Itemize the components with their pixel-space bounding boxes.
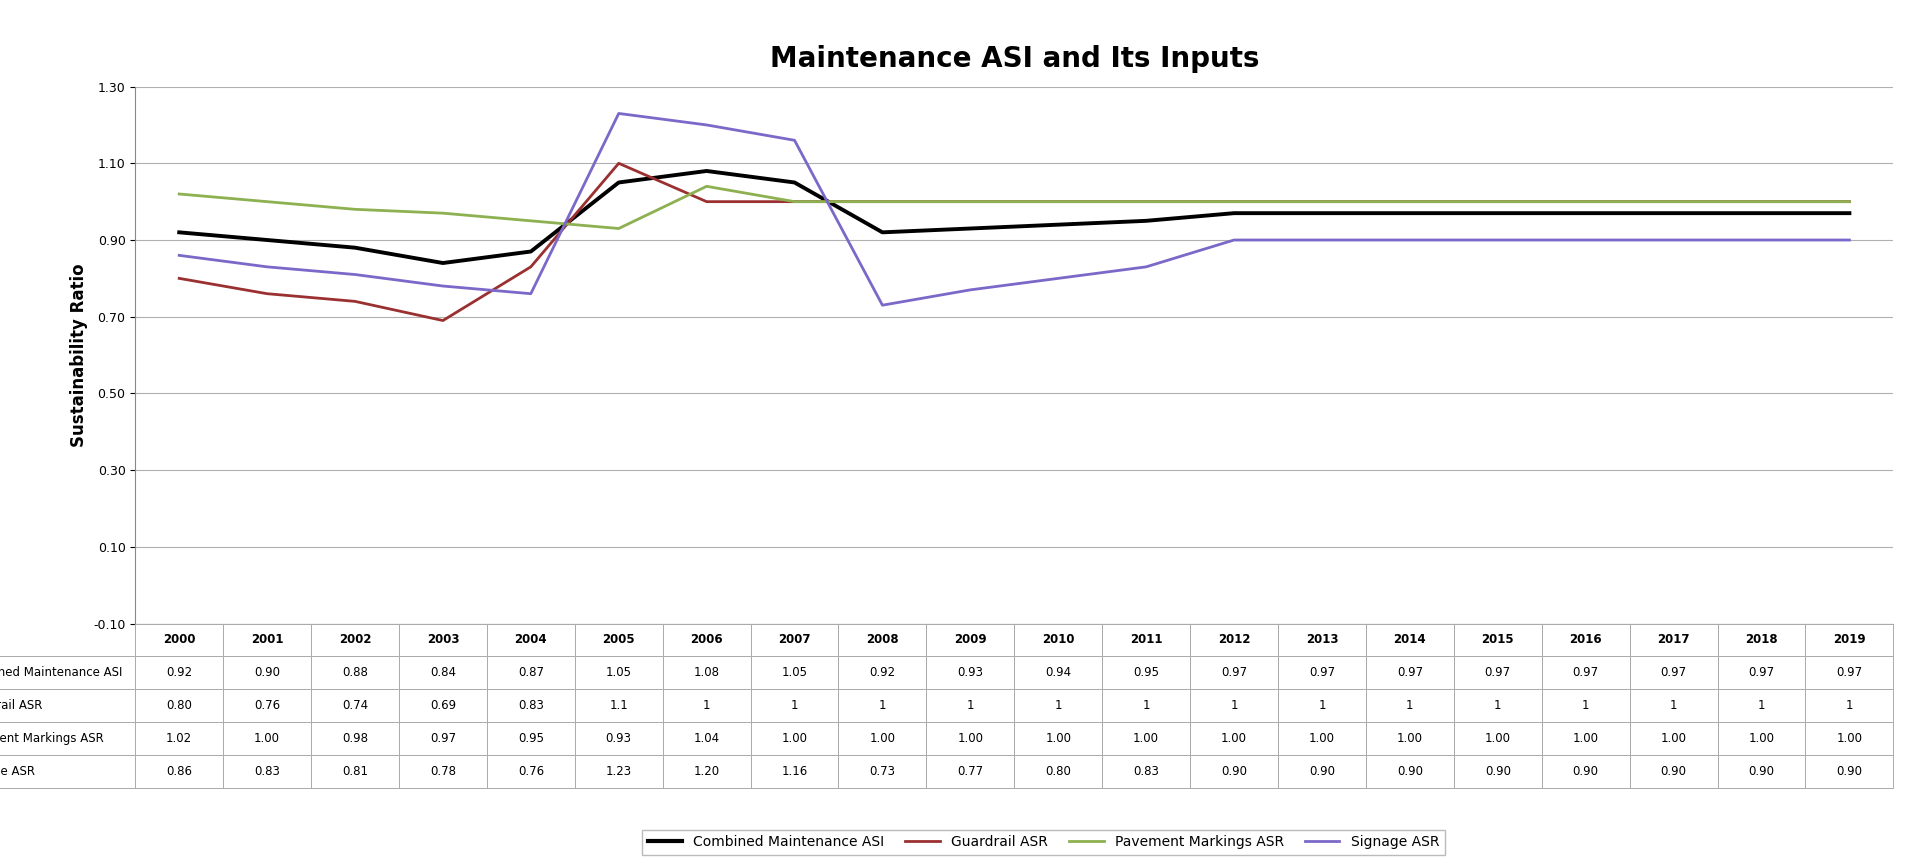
Guardrail ASR <box>782 197 806 207</box>
Pavement Markings ASR <box>255 197 278 207</box>
Pavement Markings ASR <box>1223 197 1246 207</box>
Pavement Markings ASR <box>344 204 367 215</box>
Combined Maintenance ASI <box>1310 208 1333 218</box>
Pavement Markings ASR <box>1750 197 1774 207</box>
Combined Maintenance ASI <box>1134 216 1157 226</box>
Combined Maintenance ASI <box>1223 208 1246 218</box>
Signage ASR <box>1223 235 1246 245</box>
Combined Maintenance ASI <box>696 165 719 176</box>
Legend: Combined Maintenance ASI, Guardrail ASR, Pavement Markings ASR, Signage ASR: Combined Maintenance ASI, Guardrail ASR,… <box>641 830 1445 855</box>
Combined Maintenance ASI <box>1399 208 1422 218</box>
Pavement Markings ASR <box>696 181 719 191</box>
Combined Maintenance ASI <box>782 178 806 188</box>
Guardrail ASR <box>344 296 367 307</box>
Guardrail ASR <box>431 315 454 326</box>
Guardrail ASR <box>958 197 981 207</box>
Combined Maintenance ASI <box>1662 208 1685 218</box>
Signage ASR <box>1575 235 1598 245</box>
Pavement Markings ASR <box>520 216 543 226</box>
Pavement Markings ASR <box>168 189 191 199</box>
Signage ASR <box>255 262 278 272</box>
Y-axis label: Sustainability Ratio: Sustainability Ratio <box>70 263 87 447</box>
Combined Maintenance ASI <box>871 227 895 237</box>
Signage ASR <box>520 288 543 299</box>
Guardrail ASR <box>1750 197 1774 207</box>
Line: Combined Maintenance ASI: Combined Maintenance ASI <box>180 171 1849 263</box>
Pavement Markings ASR <box>1486 197 1509 207</box>
Signage ASR <box>958 285 981 295</box>
Pavement Markings ASR <box>1837 197 1861 207</box>
Signage ASR <box>1310 235 1333 245</box>
Guardrail ASR <box>871 197 895 207</box>
Pavement Markings ASR <box>1134 197 1157 207</box>
Guardrail ASR <box>1662 197 1685 207</box>
Signage ASR <box>1486 235 1509 245</box>
Combined Maintenance ASI <box>958 223 981 234</box>
Signage ASR <box>168 250 191 261</box>
Signage ASR <box>607 108 630 119</box>
Pavement Markings ASR <box>1310 197 1333 207</box>
Pavement Markings ASR <box>1047 197 1070 207</box>
Combined Maintenance ASI <box>1575 208 1598 218</box>
Guardrail ASR <box>255 288 278 299</box>
Combined Maintenance ASI <box>168 227 191 237</box>
Guardrail ASR <box>1486 197 1509 207</box>
Signage ASR <box>871 300 895 310</box>
Combined Maintenance ASI <box>344 242 367 253</box>
Signage ASR <box>431 281 454 291</box>
Combined Maintenance ASI <box>1837 208 1861 218</box>
Title: Maintenance ASI and Its Inputs: Maintenance ASI and Its Inputs <box>769 45 1260 73</box>
Signage ASR <box>1662 235 1685 245</box>
Pavement Markings ASR <box>1399 197 1422 207</box>
Pavement Markings ASR <box>1575 197 1598 207</box>
Line: Signage ASR: Signage ASR <box>180 113 1849 305</box>
Guardrail ASR <box>1575 197 1598 207</box>
Guardrail ASR <box>1047 197 1070 207</box>
Guardrail ASR <box>168 273 191 283</box>
Combined Maintenance ASI <box>520 246 543 256</box>
Guardrail ASR <box>1223 197 1246 207</box>
Signage ASR <box>1399 235 1422 245</box>
Guardrail ASR <box>696 197 719 207</box>
Guardrail ASR <box>1837 197 1861 207</box>
Pavement Markings ASR <box>1662 197 1685 207</box>
Guardrail ASR <box>1134 197 1157 207</box>
Combined Maintenance ASI <box>607 178 630 188</box>
Line: Guardrail ASR: Guardrail ASR <box>180 164 1849 320</box>
Line: Pavement Markings ASR: Pavement Markings ASR <box>180 186 1849 229</box>
Pavement Markings ASR <box>871 197 895 207</box>
Combined Maintenance ASI <box>431 258 454 268</box>
Pavement Markings ASR <box>431 208 454 218</box>
Combined Maintenance ASI <box>1750 208 1774 218</box>
Signage ASR <box>696 120 719 130</box>
Signage ASR <box>1134 262 1157 272</box>
Pavement Markings ASR <box>782 197 806 207</box>
Signage ASR <box>1837 235 1861 245</box>
Guardrail ASR <box>1399 197 1422 207</box>
Combined Maintenance ASI <box>255 235 278 245</box>
Signage ASR <box>344 269 367 280</box>
Guardrail ASR <box>520 262 543 272</box>
Pavement Markings ASR <box>958 197 981 207</box>
Combined Maintenance ASI <box>1047 219 1070 229</box>
Guardrail ASR <box>607 158 630 169</box>
Signage ASR <box>1047 273 1070 283</box>
Signage ASR <box>782 135 806 145</box>
Combined Maintenance ASI <box>1486 208 1509 218</box>
Signage ASR <box>1750 235 1774 245</box>
Pavement Markings ASR <box>607 223 630 234</box>
Guardrail ASR <box>1310 197 1333 207</box>
